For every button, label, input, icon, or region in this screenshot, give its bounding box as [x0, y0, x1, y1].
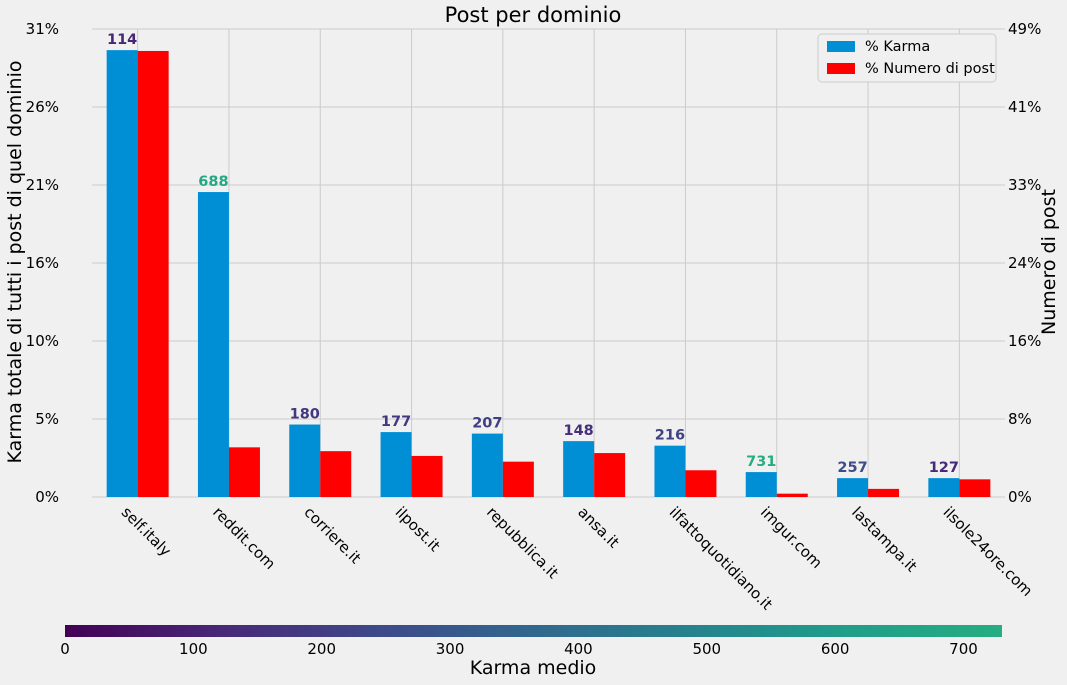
y2-tick-label: 24% — [1008, 254, 1041, 272]
bar-numero-post-2 — [320, 451, 352, 497]
colorbar: 0 100 200 300 400 500 600 700 Karma medio — [60, 625, 1002, 679]
y-tick-label: 5% — [35, 410, 59, 428]
bar-karma-0 — [106, 50, 138, 497]
bar-labels: 114 688 180 177 207 148 216 731 257 127 — [107, 32, 959, 476]
colorbar-tick-label: 700 — [949, 640, 978, 658]
bar-karma-4 — [471, 433, 503, 497]
bar-label-8: 257 — [837, 460, 867, 476]
y-axis-label: Karma totale di tutti i post di quel dom… — [4, 61, 26, 464]
legend-swatch-numero-post — [827, 63, 855, 74]
bar-karma-1 — [197, 192, 229, 497]
colorbar-tick-label: 300 — [436, 640, 465, 658]
y2-tick-label: 33% — [1008, 176, 1041, 194]
y-tick-label: 10% — [26, 332, 59, 350]
bar-numero-post-7 — [776, 493, 808, 497]
y-tick-label: 31% — [26, 20, 59, 38]
bar-label-2: 180 — [290, 407, 320, 423]
y-axis-ticks: 0% 5% 10% 16% 21% 26% 31% — [26, 20, 59, 506]
bar-numero-post-6 — [685, 470, 717, 497]
bar-karma-5 — [563, 441, 595, 497]
y2-tick-label: 41% — [1008, 98, 1041, 116]
y-tick-label: 21% — [26, 176, 59, 194]
y-tick-label: 0% — [35, 488, 59, 506]
bar-numero-post-3 — [411, 455, 443, 497]
legend: % Karma % Numero di post — [817, 33, 997, 83]
bar-numero-post-0 — [137, 50, 169, 497]
colorbar-tick-label: 100 — [179, 640, 208, 658]
bar-karma-7 — [745, 472, 777, 497]
colorbar-label: Karma medio — [470, 657, 597, 679]
y2-tick-label: 0% — [1008, 488, 1032, 506]
legend-label-karma: % Karma — [865, 39, 930, 55]
colorbar-ticks: 0 100 200 300 400 500 600 700 — [60, 640, 978, 658]
bar-label-0: 114 — [107, 32, 137, 48]
y2-axis-label: Numero di post — [1038, 189, 1060, 335]
bar-karma-2 — [289, 424, 321, 497]
colorbar-gradient — [65, 625, 1002, 637]
colorbar-tick-label: 0 — [60, 640, 70, 658]
bar-numero-post-1 — [228, 447, 260, 497]
bar-numero-post-5 — [594, 453, 626, 497]
y2-tick-label: 16% — [1008, 332, 1041, 350]
colorbar-tick-label: 200 — [307, 640, 336, 658]
bar-karma-6 — [654, 445, 686, 497]
bar-karma-8 — [837, 478, 869, 497]
bar-label-5: 148 — [564, 423, 594, 439]
colorbar-tick-label: 500 — [692, 640, 721, 658]
bar-numero-post-8 — [868, 488, 900, 497]
chart-title: Post per dominio — [445, 3, 622, 27]
legend-swatch-karma — [827, 41, 855, 52]
colorbar-tick-label: 400 — [564, 640, 593, 658]
y-tick-label: 26% — [26, 98, 59, 116]
bar-karma-9 — [928, 478, 960, 497]
y2-axis-ticks: 0% 8% 16% 24% 33% 41% 49% — [1008, 20, 1041, 506]
bar-label-4: 207 — [472, 416, 502, 432]
bar-label-3: 177 — [381, 414, 411, 430]
bar-label-1: 688 — [198, 174, 228, 190]
bar-karma-3 — [380, 432, 412, 497]
bar-numero-post-4 — [502, 461, 534, 497]
y-tick-label: 16% — [26, 254, 59, 272]
bar-label-6: 216 — [655, 428, 685, 444]
bar-label-9: 127 — [929, 460, 959, 476]
bars — [106, 50, 991, 497]
y2-tick-label: 49% — [1008, 20, 1041, 38]
bar-label-7: 731 — [746, 454, 776, 470]
legend-box — [817, 33, 997, 83]
legend-label-numero-post: % Numero di post — [865, 61, 995, 77]
colorbar-tick-label: 600 — [821, 640, 850, 658]
bar-numero-post-9 — [959, 479, 991, 497]
y2-tick-label: 8% — [1008, 410, 1032, 428]
